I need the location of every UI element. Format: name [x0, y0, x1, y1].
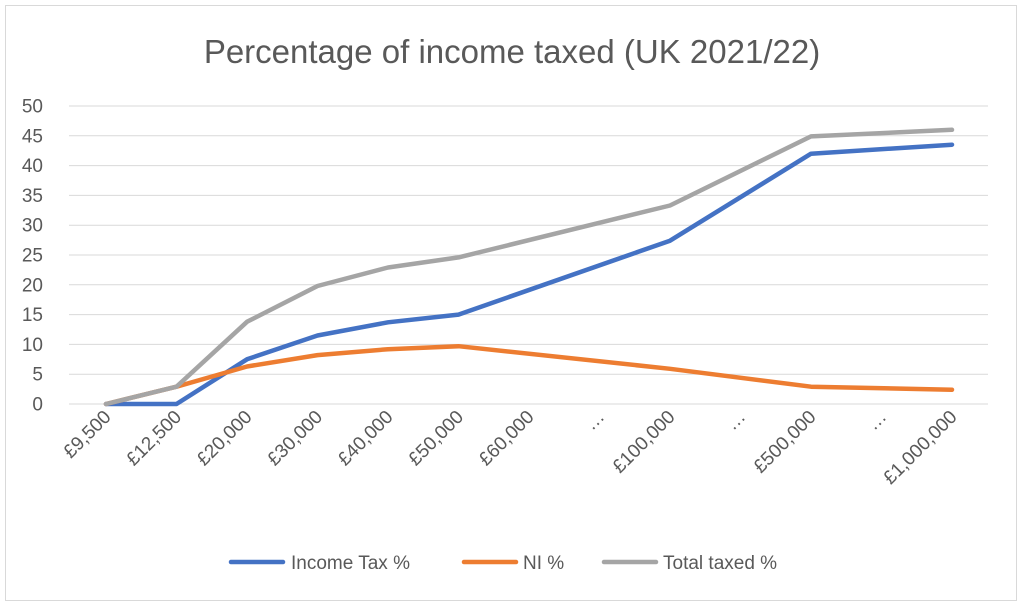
y-tick-label: 45 — [22, 126, 43, 147]
x-tick-label: £9,500 — [60, 407, 116, 463]
x-tick-label: £12,500 — [123, 407, 186, 470]
series-line-2 — [103, 127, 955, 407]
y-tick-label: 40 — [22, 156, 43, 177]
y-tick-label: 30 — [22, 216, 43, 237]
legend-label: Total taxed % — [663, 553, 777, 574]
y-tick-label: 50 — [22, 97, 43, 118]
chart-title: Percentage of income taxed (UK 2021/22) — [204, 33, 820, 70]
x-tick-label: … — [863, 407, 891, 435]
x-tick-label: £20,000 — [193, 407, 256, 470]
x-tick-label: … — [581, 407, 609, 435]
y-tick-label: 20 — [22, 275, 43, 296]
x-tick-label: … — [722, 407, 750, 435]
x-tick-label: £500,000 — [750, 407, 821, 478]
x-tick-label: £40,000 — [334, 407, 397, 470]
y-tick-label: 0 — [32, 395, 43, 416]
x-axis-ticks: £9,500 £12,500 £20,000 £30,000 £40,000 £50,00… — [60, 407, 962, 489]
x-tick-label: £1,000,000 — [879, 407, 961, 489]
y-tick-label: 35 — [22, 186, 43, 207]
series-line-0 — [103, 142, 955, 407]
y-tick-label: 25 — [22, 246, 43, 267]
series-lines — [103, 127, 955, 407]
x-tick-label: £50,000 — [405, 407, 468, 470]
y-axis-ticks: 0 5 10 15 20 25 30 35 40 45 50 — [22, 97, 43, 416]
y-tick-label: 10 — [22, 335, 43, 356]
y-tick-label: 5 — [32, 365, 43, 386]
legend: Income Tax % NI % Total taxed % — [228, 553, 777, 574]
legend-label: Income Tax % — [291, 553, 410, 574]
x-tick-label: £30,000 — [264, 407, 327, 470]
x-tick-label: £60,000 — [475, 407, 538, 470]
legend-label: NI % — [523, 553, 564, 574]
series-line-1 — [103, 343, 955, 407]
x-tick-label: £100,000 — [609, 407, 680, 478]
y-tick-label: 15 — [22, 305, 43, 326]
chart-frame — [5, 5, 1017, 601]
